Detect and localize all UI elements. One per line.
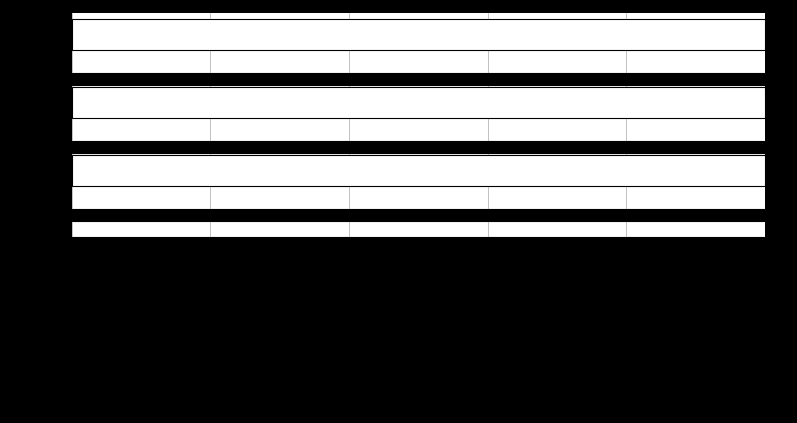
Legend: tot €36.165 (EU-grens), €36.165 tot €54.248 (1,5x modaal), €54.248 tot €72.330 (: tot €36.165 (EU-grens), €36.165 tot €54.…	[245, 315, 522, 405]
Bar	[72, 209, 765, 221]
Bar	[72, 88, 765, 118]
Text: %: %	[772, 68, 787, 83]
Bar	[72, 19, 765, 50]
Bar	[72, 73, 765, 85]
Bar	[72, 155, 765, 186]
Bar	[72, 141, 765, 153]
